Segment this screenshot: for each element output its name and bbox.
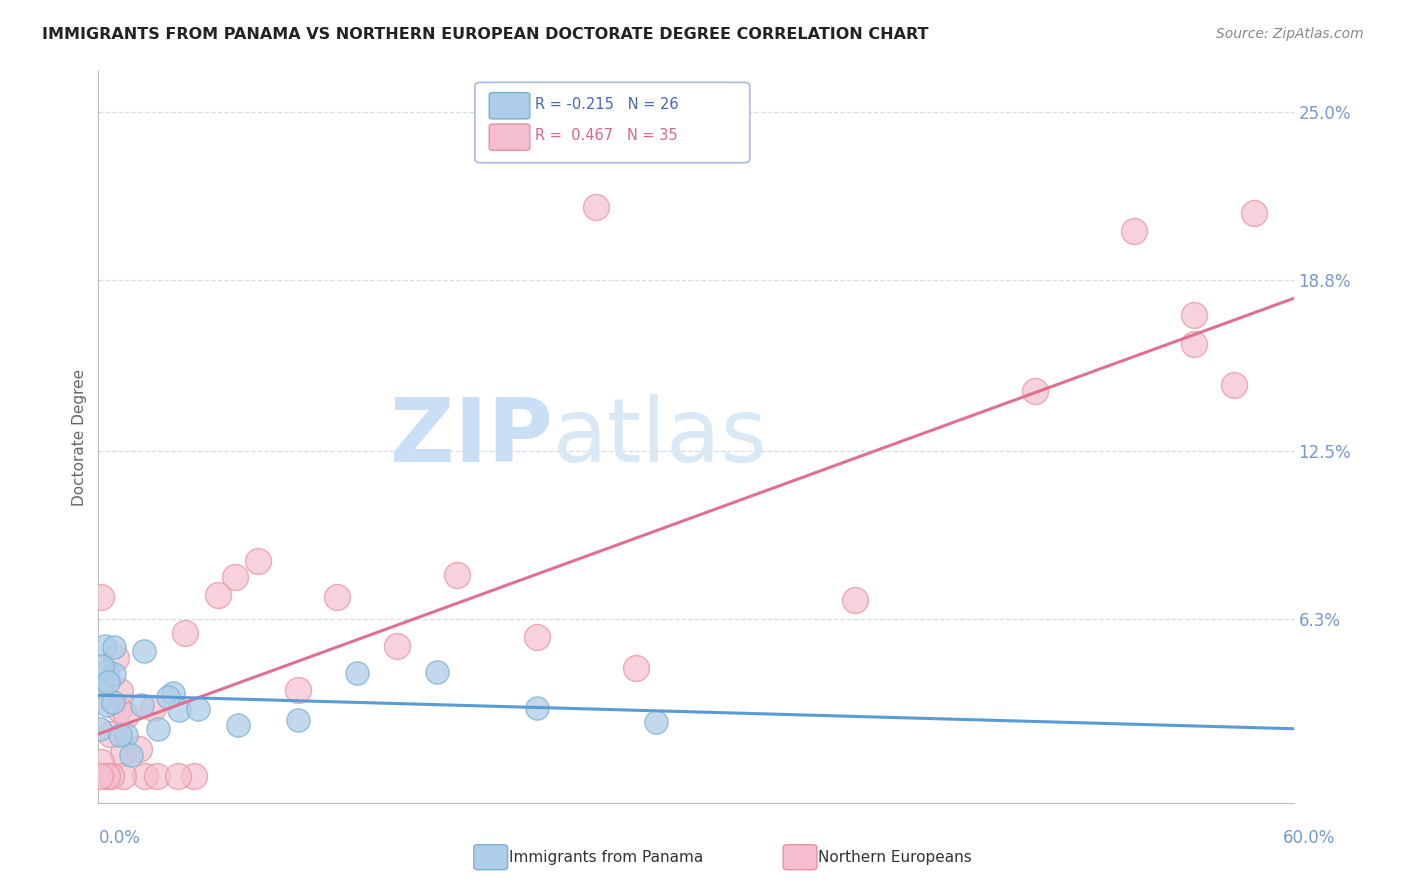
Text: Northern Europeans: Northern Europeans xyxy=(818,850,972,864)
Point xyxy=(207,589,229,603)
Point xyxy=(90,756,112,770)
Point xyxy=(131,698,153,712)
Text: 0.0%: 0.0% xyxy=(98,829,141,847)
Text: 60.0%: 60.0% xyxy=(1284,829,1336,847)
Text: R =  0.467   N = 35: R = 0.467 N = 35 xyxy=(534,128,678,144)
Point xyxy=(167,769,190,783)
Point xyxy=(128,741,150,756)
Point xyxy=(90,677,112,691)
Point xyxy=(148,723,170,737)
FancyBboxPatch shape xyxy=(475,82,749,163)
Point xyxy=(90,590,112,604)
Point xyxy=(173,626,195,640)
Point xyxy=(146,769,169,783)
Point xyxy=(326,590,349,604)
Point xyxy=(91,658,114,673)
Point xyxy=(104,651,127,665)
Point xyxy=(115,729,138,743)
Point xyxy=(96,698,118,712)
Point xyxy=(246,554,269,568)
Point xyxy=(287,682,309,697)
Point xyxy=(426,665,449,680)
Point xyxy=(167,703,190,717)
Point xyxy=(346,666,368,681)
Text: Source: ZipAtlas.com: Source: ZipAtlas.com xyxy=(1216,27,1364,41)
Point xyxy=(108,702,131,716)
Point xyxy=(89,722,111,736)
Point xyxy=(1024,384,1046,398)
Point xyxy=(585,200,607,214)
Text: Immigrants from Panama: Immigrants from Panama xyxy=(509,850,703,864)
Point xyxy=(112,769,135,783)
Point xyxy=(115,708,138,723)
Point xyxy=(162,686,184,700)
Point xyxy=(1243,206,1265,220)
Point xyxy=(134,769,156,783)
Point xyxy=(645,715,668,730)
Point xyxy=(226,718,249,732)
Point xyxy=(100,769,122,783)
Point xyxy=(626,661,648,675)
Point xyxy=(94,640,117,654)
Point xyxy=(108,727,131,741)
Point xyxy=(90,690,112,704)
Point xyxy=(1182,308,1205,322)
Point xyxy=(96,769,118,783)
Point xyxy=(156,690,179,704)
FancyBboxPatch shape xyxy=(489,93,530,119)
Point xyxy=(1182,337,1205,351)
Point xyxy=(526,701,548,715)
Point xyxy=(224,570,246,584)
Point xyxy=(844,592,866,607)
Point xyxy=(183,769,205,783)
Point xyxy=(1123,224,1146,238)
Text: R = -0.215   N = 26: R = -0.215 N = 26 xyxy=(534,96,678,112)
Point xyxy=(108,684,131,698)
FancyBboxPatch shape xyxy=(489,124,530,151)
Point xyxy=(526,630,548,644)
Point xyxy=(187,702,209,716)
Point xyxy=(89,769,111,783)
Point xyxy=(97,674,120,689)
Y-axis label: Doctorate Degree: Doctorate Degree xyxy=(72,368,87,506)
Text: ZIP: ZIP xyxy=(389,393,553,481)
Point xyxy=(103,667,125,681)
Point xyxy=(287,714,309,728)
Point xyxy=(142,701,165,715)
Point xyxy=(103,640,125,654)
Point xyxy=(1223,377,1246,392)
Point xyxy=(96,665,118,679)
Text: IMMIGRANTS FROM PANAMA VS NORTHERN EUROPEAN DOCTORATE DEGREE CORRELATION CHART: IMMIGRANTS FROM PANAMA VS NORTHERN EUROP… xyxy=(42,27,929,42)
Text: atlas: atlas xyxy=(553,393,768,481)
Point xyxy=(132,644,155,658)
Point xyxy=(103,695,125,709)
Point xyxy=(98,727,121,741)
Point xyxy=(385,639,409,653)
Point xyxy=(112,746,135,760)
Point xyxy=(446,567,468,582)
Point xyxy=(120,747,142,762)
